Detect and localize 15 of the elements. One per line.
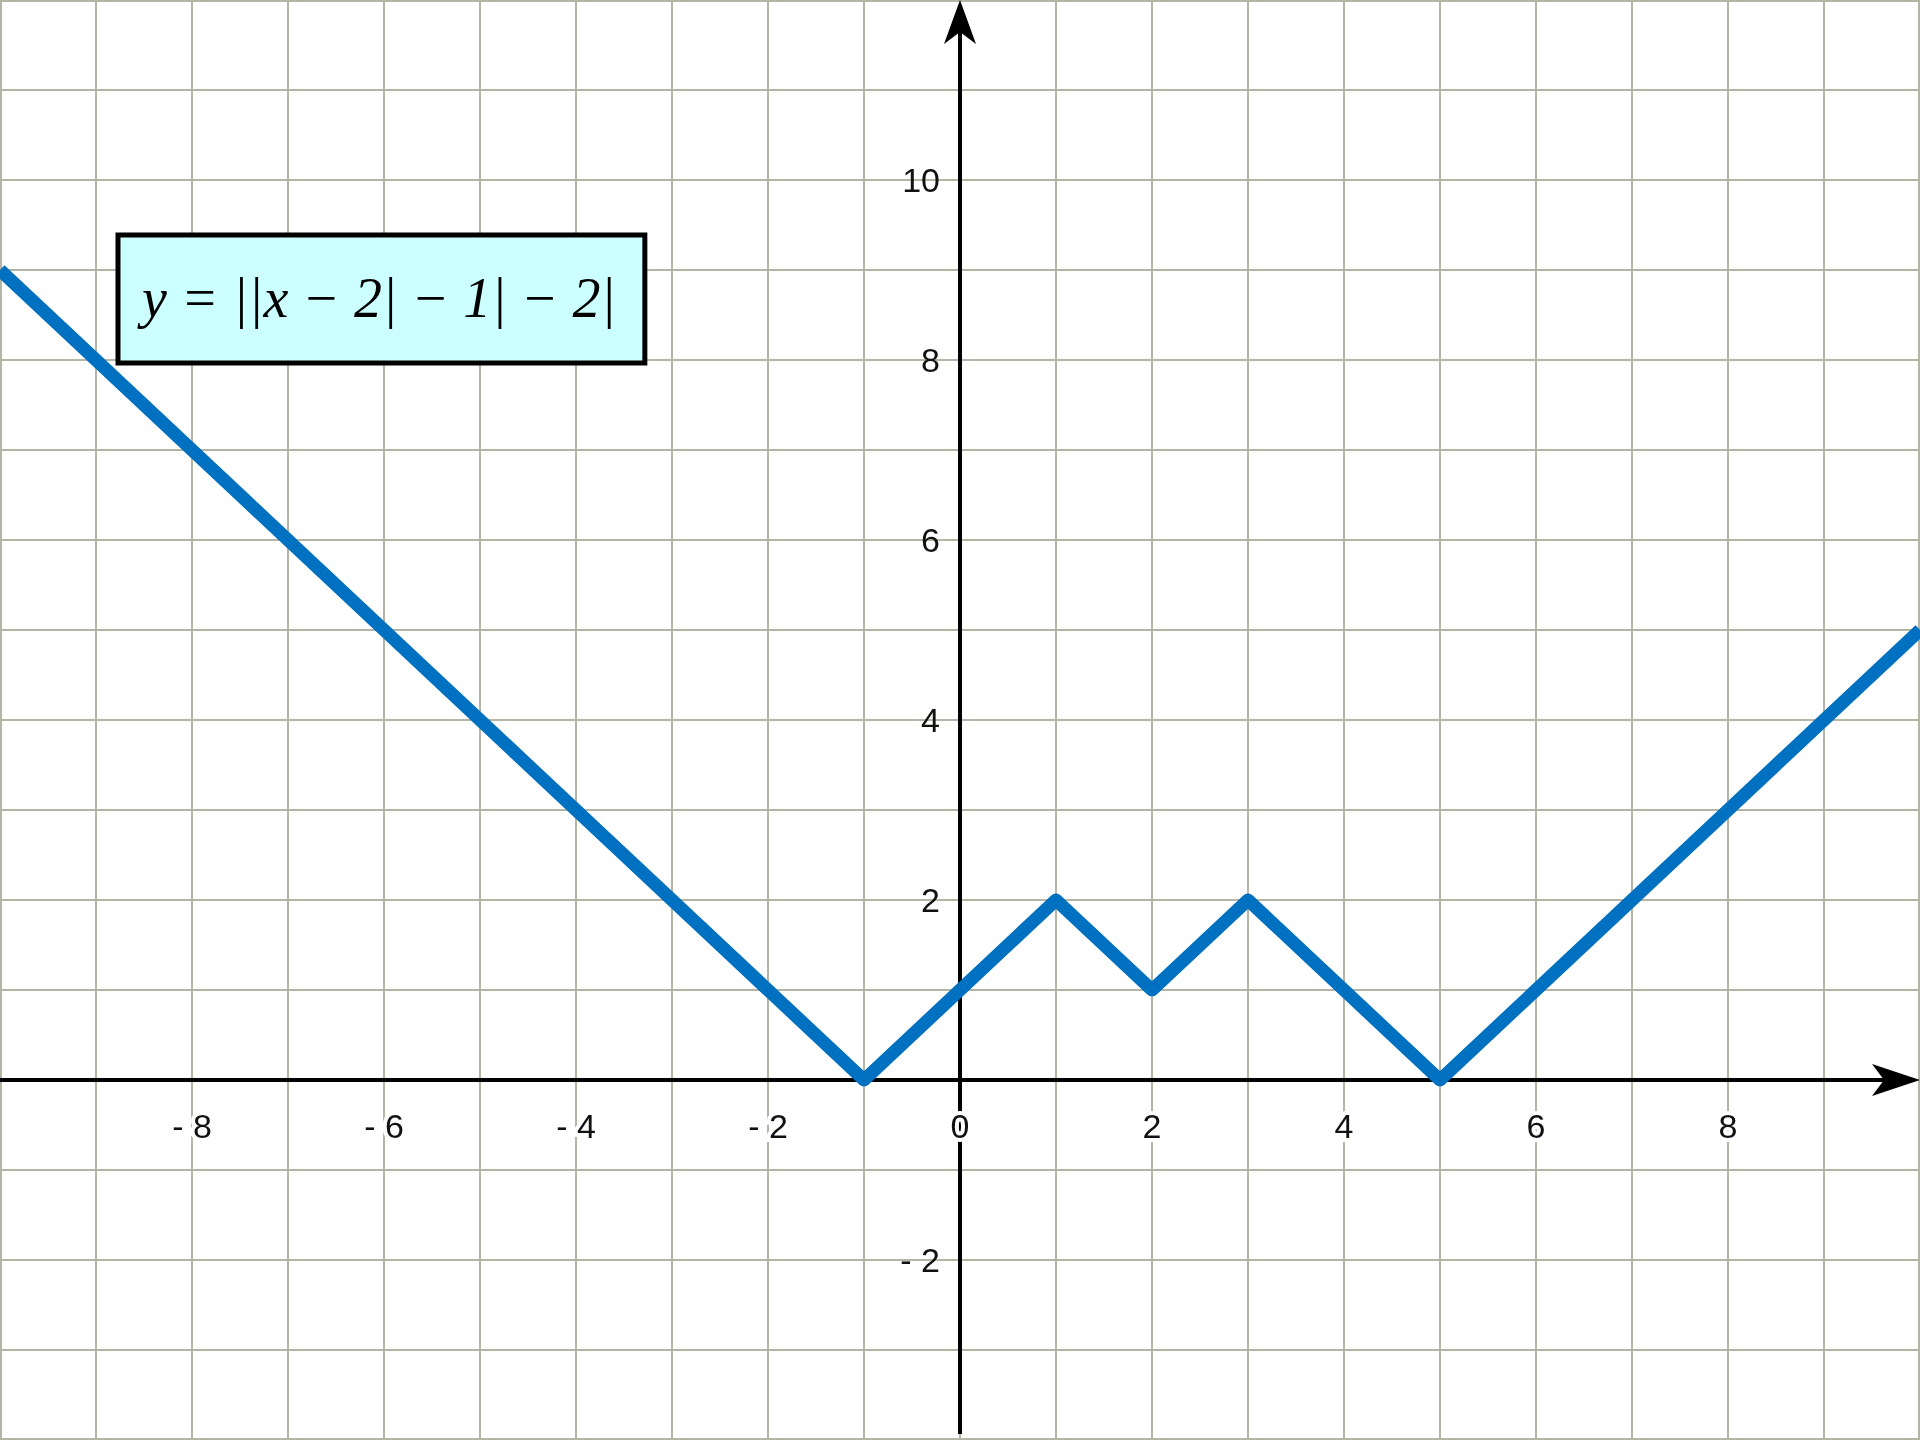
- annotation: y = ||x − 2| − 1| − 2|: [137, 267, 616, 329]
- x-tick-label: - 4: [556, 1107, 596, 1145]
- y-tick-label: 8: [921, 341, 940, 379]
- x-tick-label: 6: [1526, 1107, 1546, 1145]
- y-tick-label: - 2: [900, 1241, 940, 1279]
- x-tick-label: - 8: [172, 1107, 212, 1145]
- x-tick-label: 4: [1334, 1107, 1354, 1145]
- y-tick-label: 6: [921, 521, 940, 559]
- x-tick-label: 2: [1142, 1107, 1162, 1145]
- x-tick-label: - 2: [748, 1107, 788, 1145]
- x-tick-label: 8: [1718, 1107, 1738, 1145]
- y-tick-label: 10: [902, 161, 940, 199]
- y-tick-label: 2: [921, 881, 940, 919]
- y-tick-label: 4: [921, 701, 940, 739]
- x-tick-label: - 6: [364, 1107, 404, 1145]
